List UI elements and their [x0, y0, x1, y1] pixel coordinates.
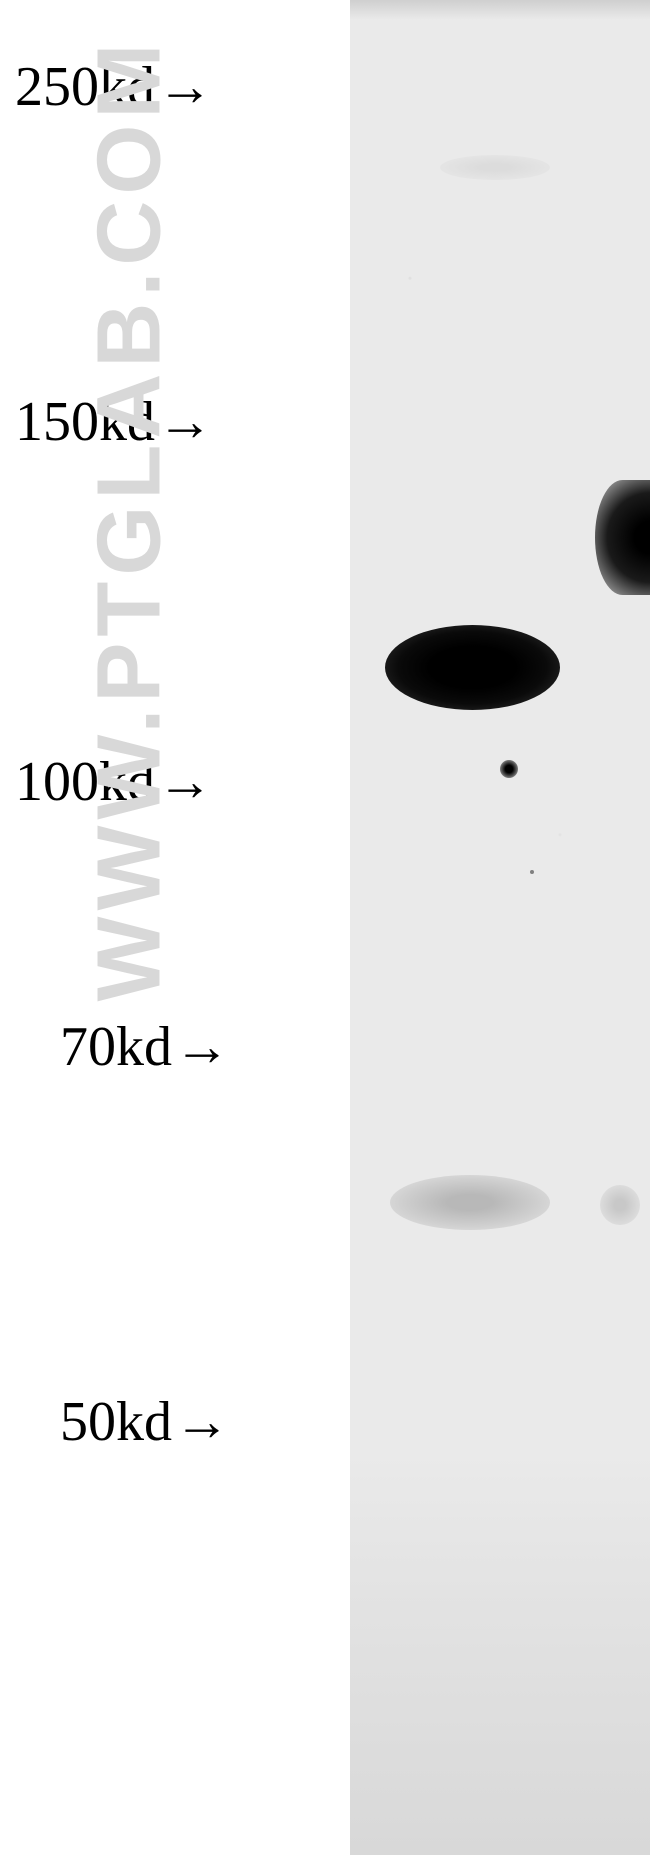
marker-70kd: 70kd →	[60, 1015, 230, 1079]
band-speck	[530, 870, 534, 874]
band-edge-140kd	[595, 480, 650, 595]
marker-50kd: 50kd →	[60, 1390, 230, 1454]
blot-lane	[350, 0, 650, 1855]
marker-arrow-icon: →	[174, 1015, 230, 1079]
lane-bottom-gradient	[350, 1450, 650, 1855]
band-spot-98kd	[500, 760, 518, 778]
marker-label-text: 70kd	[60, 1015, 172, 1079]
marker-label-text: 50kd	[60, 1390, 172, 1454]
band-very-faint-230kd	[440, 155, 550, 180]
band-main-110kd	[385, 625, 560, 710]
blot-figure: WWW.PTGLAB.COM 250kd → 150kd → 100kd → 7…	[0, 0, 650, 1855]
watermark-text: WWW.PTGLAB.COM	[79, 38, 182, 1002]
marker-arrow-icon: →	[174, 1390, 230, 1454]
band-faint-62kd-right	[600, 1185, 640, 1225]
band-faint-62kd	[390, 1175, 550, 1230]
